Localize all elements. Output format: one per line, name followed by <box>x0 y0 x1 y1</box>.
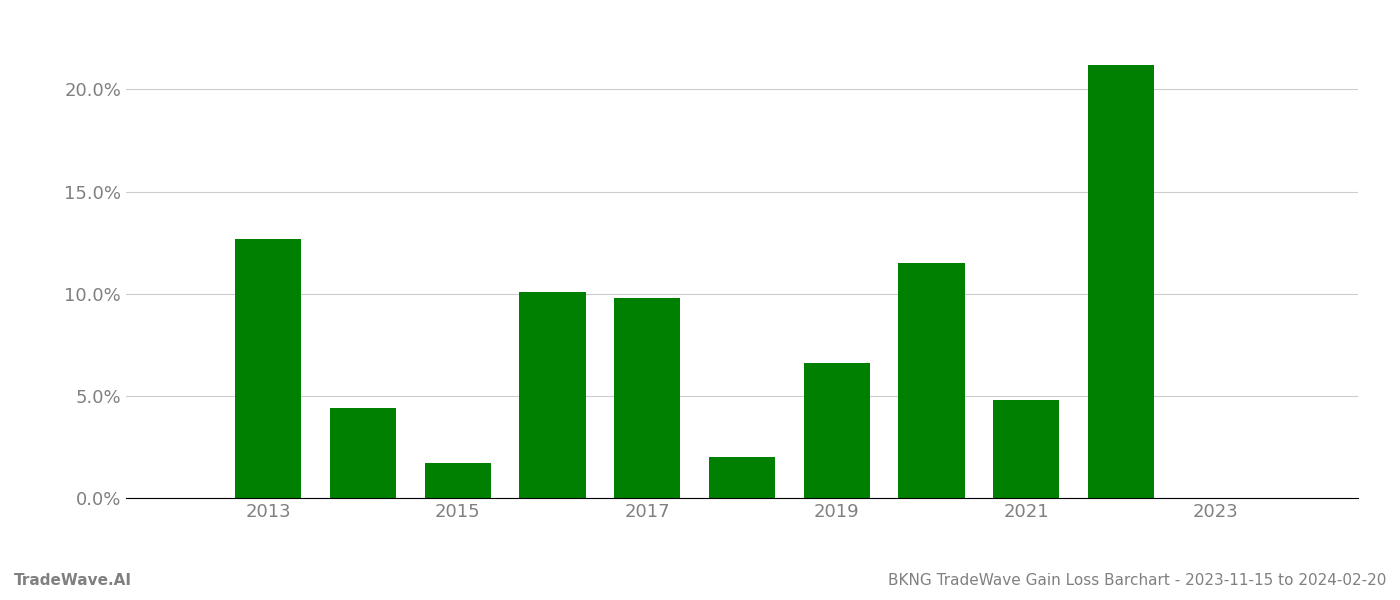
Bar <box>708 457 776 498</box>
Bar <box>1088 65 1154 498</box>
Bar <box>899 263 965 498</box>
Bar <box>804 363 869 498</box>
Text: TradeWave.AI: TradeWave.AI <box>14 573 132 588</box>
Bar <box>993 400 1060 498</box>
Bar <box>235 239 301 498</box>
Bar <box>519 292 585 498</box>
Bar <box>615 298 680 498</box>
Bar <box>330 408 396 498</box>
Text: BKNG TradeWave Gain Loss Barchart - 2023-11-15 to 2024-02-20: BKNG TradeWave Gain Loss Barchart - 2023… <box>888 573 1386 588</box>
Bar <box>424 463 491 498</box>
